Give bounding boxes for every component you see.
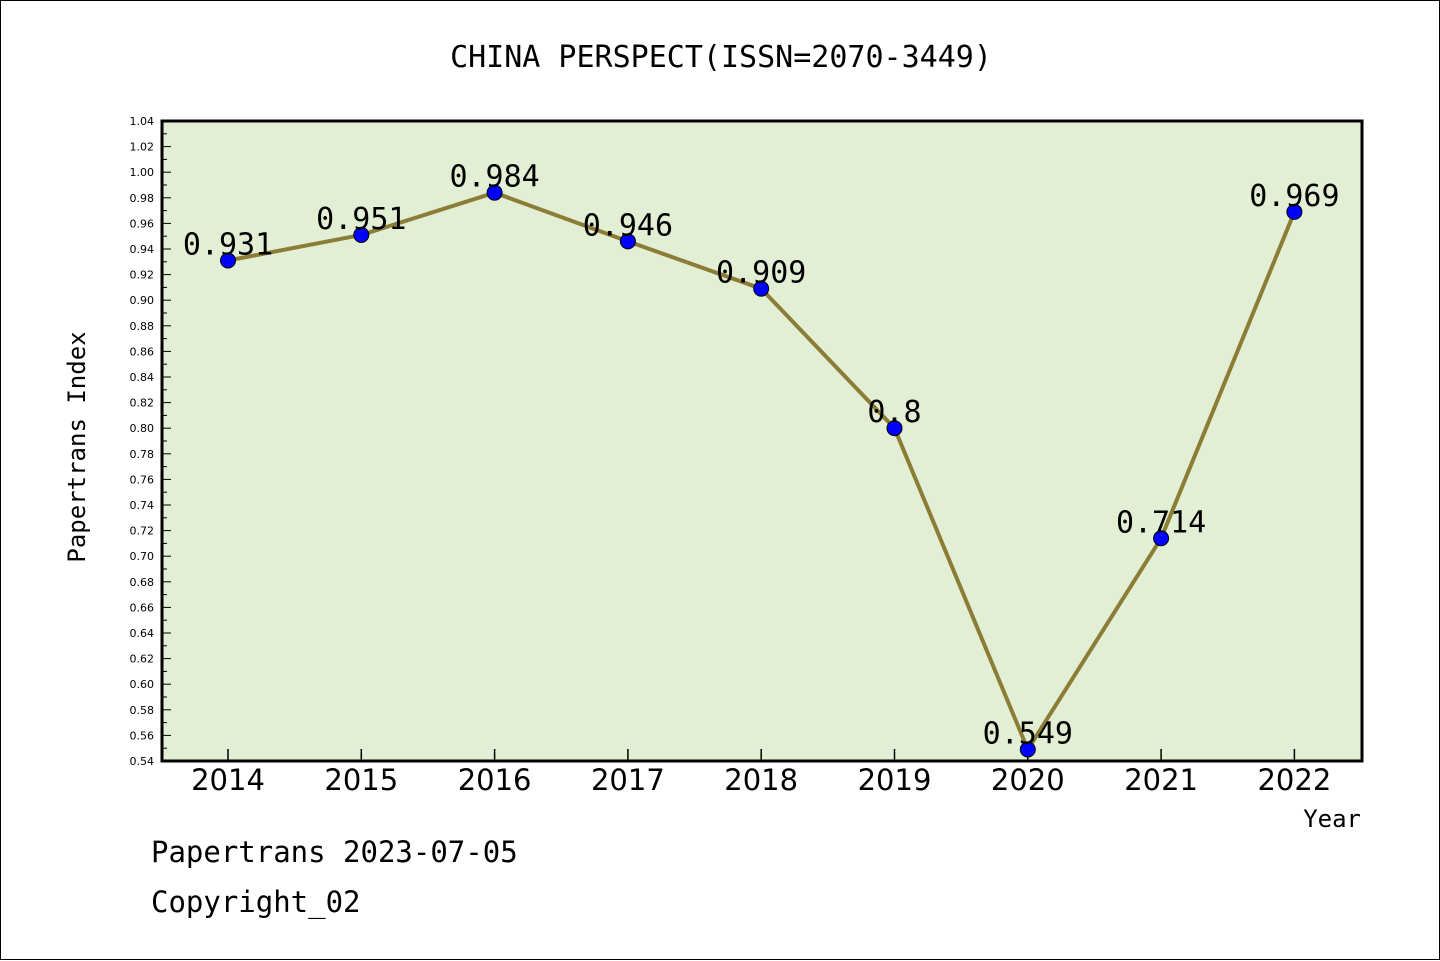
- y-tick-label: 0.88: [130, 320, 155, 333]
- data-labels: 0.931 0.951 0.984 0.946 0.909 0.8 0.549 0.714 0.…: [183, 160, 1340, 752]
- data-point: [220, 252, 236, 269]
- y-tick-label: 0.64: [130, 627, 155, 640]
- y-tick-label: 0.80: [130, 422, 155, 435]
- y-tick-label: 0.70: [130, 550, 155, 563]
- data-point: [1019, 741, 1036, 758]
- data-points: [220, 184, 1303, 758]
- y-tick-label: 0.94: [130, 243, 155, 256]
- x-axis-title: Year: [1303, 805, 1361, 833]
- x-tick-label: 2015: [324, 763, 398, 797]
- data-label: 0.714: [1116, 505, 1206, 540]
- x-tick-label: 2020: [991, 763, 1065, 797]
- y-tick-label: 0.72: [130, 525, 155, 538]
- y-tick-label: 0.96: [130, 217, 155, 230]
- y-tick-label: 0.98: [130, 192, 155, 205]
- x-tick-label: 2022: [1257, 763, 1331, 797]
- x-tick-label: 2016: [458, 763, 532, 797]
- y-tick-label: 0.66: [130, 601, 155, 614]
- data-label: 0.969: [1249, 179, 1339, 214]
- x-tick-label: 2018: [724, 763, 798, 797]
- data-label: 0.909: [716, 256, 806, 291]
- y-tick-label: 0.62: [130, 653, 155, 666]
- data-point: [1286, 203, 1303, 220]
- y-tick-label: 0.78: [130, 448, 155, 461]
- y-tick-label: 0.74: [130, 499, 155, 512]
- y-tick-label: 0.68: [130, 576, 155, 589]
- chart-title: CHINA PERSPECT(ISSN=2070-3449): [450, 40, 992, 75]
- data-label: 0.549: [983, 716, 1073, 751]
- data-point: [753, 280, 770, 297]
- y-tick-label: 0.84: [130, 371, 155, 384]
- data-label: 0.946: [583, 208, 673, 243]
- data-point: [619, 233, 636, 250]
- data-label: 0.931: [183, 228, 273, 263]
- y-tick-label: 1.02: [130, 141, 155, 154]
- y-axis-title: Papertrans Index: [63, 331, 91, 562]
- y-tick-label: 0.82: [130, 397, 155, 410]
- data-point: [886, 420, 903, 437]
- footer-date: Papertrans 2023-07-05: [151, 835, 518, 869]
- y-tick-label: 0.56: [130, 729, 155, 742]
- x-tick-label: 2017: [591, 763, 665, 797]
- data-label: 0.984: [449, 160, 539, 195]
- footer-copyright: Copyright_02: [151, 885, 361, 919]
- y-axis: 0.54 0.56 0.58 0.60 0.62 0.64 0.66 0.68 0.70 0.72…: [130, 115, 171, 768]
- x-tick-label: 2014: [191, 763, 265, 797]
- y-tick-label: 0.76: [130, 473, 155, 486]
- y-tick-label: 0.54: [130, 755, 155, 768]
- y-tick-label: 0.92: [130, 269, 155, 282]
- data-label: 0.951: [316, 202, 406, 237]
- y-tick-label: 0.86: [130, 345, 155, 358]
- y-tick-label: 0.58: [130, 704, 155, 717]
- data-label: 0.8: [867, 395, 921, 430]
- y-tick-label: 1.04: [130, 115, 155, 128]
- y-tick-label: 0.90: [130, 294, 155, 307]
- y-tick-label: 0.60: [130, 678, 155, 691]
- y-tick-label: 1.00: [130, 166, 155, 179]
- data-point: [353, 226, 370, 243]
- data-point: [486, 184, 503, 201]
- x-tick-label: 2021: [1124, 763, 1198, 797]
- data-point: [1153, 530, 1170, 547]
- x-tick-label: 2019: [858, 763, 932, 797]
